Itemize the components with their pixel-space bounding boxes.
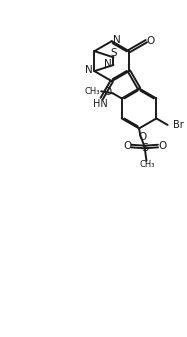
Text: O: O bbox=[123, 141, 131, 151]
Text: S: S bbox=[110, 48, 117, 58]
Text: O: O bbox=[158, 141, 166, 151]
Text: CH₃: CH₃ bbox=[85, 87, 100, 96]
Text: S: S bbox=[141, 143, 148, 153]
Text: O: O bbox=[146, 36, 155, 46]
Text: N: N bbox=[85, 65, 93, 75]
Text: O: O bbox=[104, 87, 112, 96]
Text: N: N bbox=[104, 59, 111, 69]
Text: N: N bbox=[114, 35, 121, 45]
Text: Br: Br bbox=[173, 120, 184, 130]
Text: O: O bbox=[138, 132, 146, 142]
Text: HN: HN bbox=[93, 99, 107, 109]
Text: CH₃: CH₃ bbox=[140, 160, 155, 169]
